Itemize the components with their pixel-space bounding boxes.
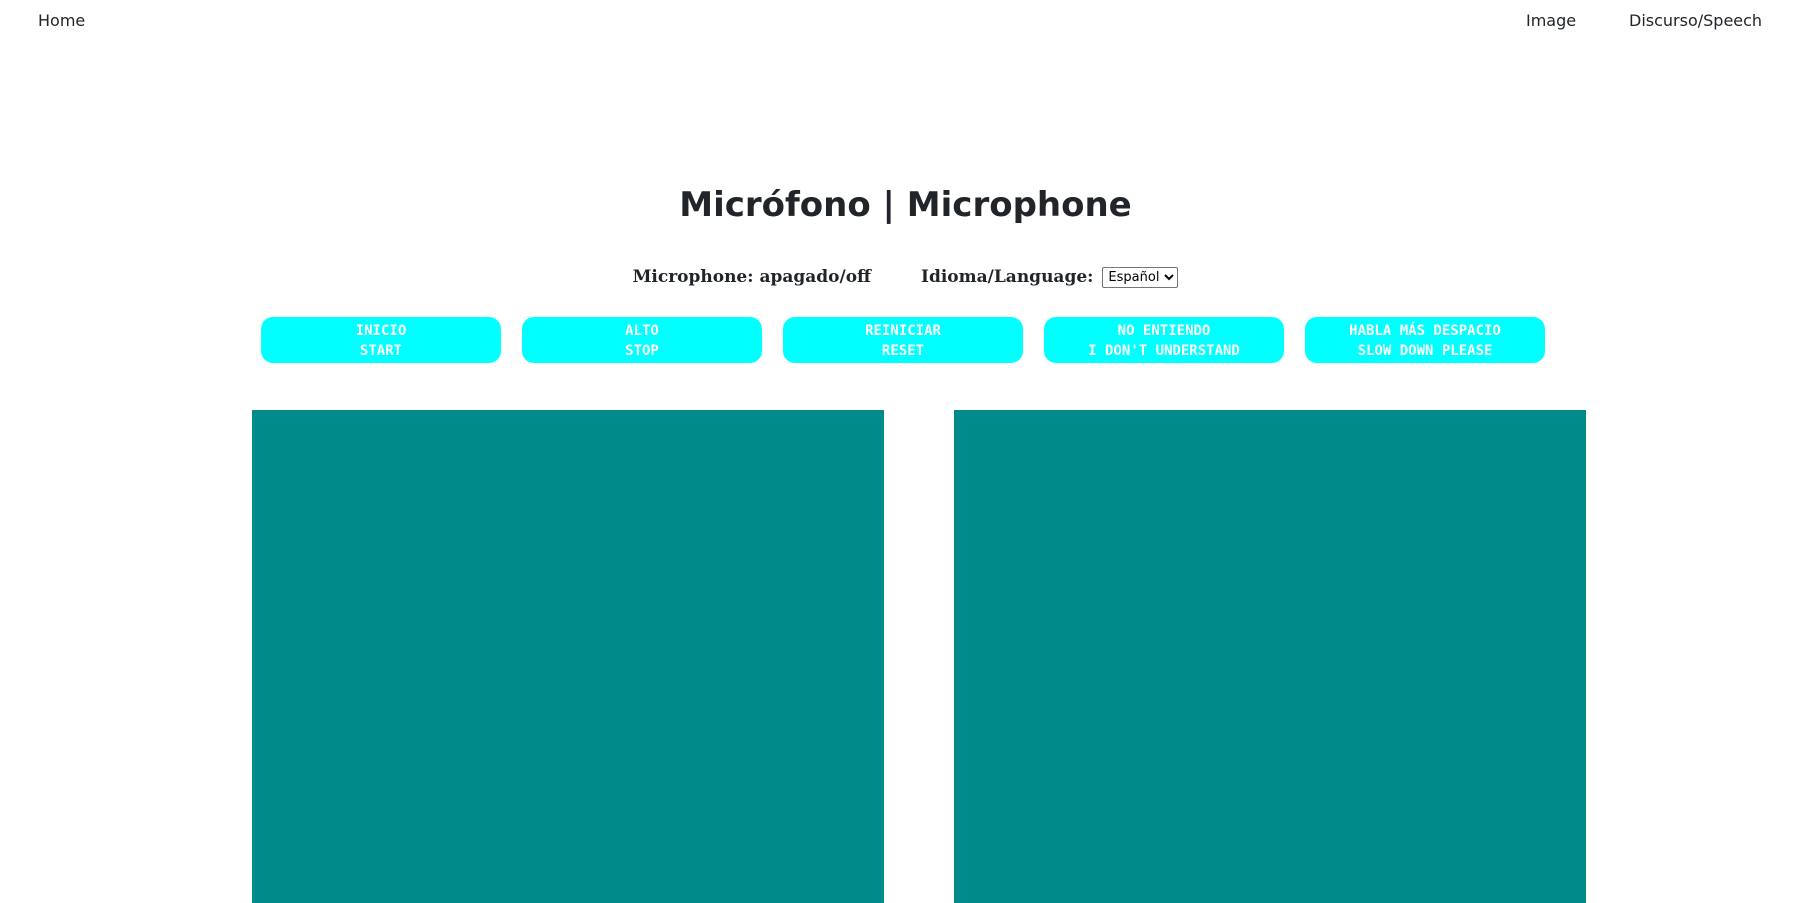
stop-button-label-en: STOP — [625, 343, 659, 359]
language-select[interactable]: Español — [1102, 266, 1179, 288]
start-button-label-en: START — [359, 343, 403, 359]
status-row: Microphone: apagado/off Idioma/Language:… — [0, 265, 1811, 289]
top-nav: Home Image Discurso/Speech — [0, 0, 1811, 44]
action-button-row: INICIO START ALTO STOP REINICIAR RESET N… — [261, 317, 1545, 363]
transcript-panel-right — [954, 410, 1586, 903]
slow-down-button-label-en: SLOW DOWN PLEASE — [1357, 343, 1493, 359]
page-title: Micrófono | Microphone — [679, 185, 1132, 225]
nav-image-link[interactable]: Image — [1526, 11, 1577, 30]
dont-understand-button-label-en: I DON'T UNDERSTAND — [1088, 343, 1240, 359]
dont-understand-button-label-es: NO ENTIENDO — [1117, 323, 1211, 339]
stop-button-label-es: ALTO — [625, 323, 659, 339]
nav-speech-link[interactable]: Discurso/Speech — [1629, 11, 1763, 30]
reset-button-label-es: REINICIAR — [865, 323, 941, 339]
microphone-status: Microphone: apagado/off — [632, 267, 871, 287]
reset-button[interactable]: REINICIAR RESET — [783, 317, 1023, 363]
slow-down-button[interactable]: HABLA MÁS DESPACIO SLOW DOWN PLEASE — [1305, 317, 1545, 363]
reset-button-label-en: RESET — [881, 343, 925, 359]
nav-home-link[interactable]: Home — [38, 11, 86, 30]
start-button-label-es: INICIO — [355, 323, 407, 339]
stop-button[interactable]: ALTO STOP — [522, 317, 762, 363]
transcript-panel-left — [252, 410, 884, 903]
language-label: Idioma/Language: — [921, 267, 1094, 287]
start-button[interactable]: INICIO START — [261, 317, 501, 363]
slow-down-button-label-es: HABLA MÁS DESPACIO — [1349, 323, 1501, 339]
dont-understand-button[interactable]: NO ENTIENDO I DON'T UNDERSTAND — [1044, 317, 1284, 363]
